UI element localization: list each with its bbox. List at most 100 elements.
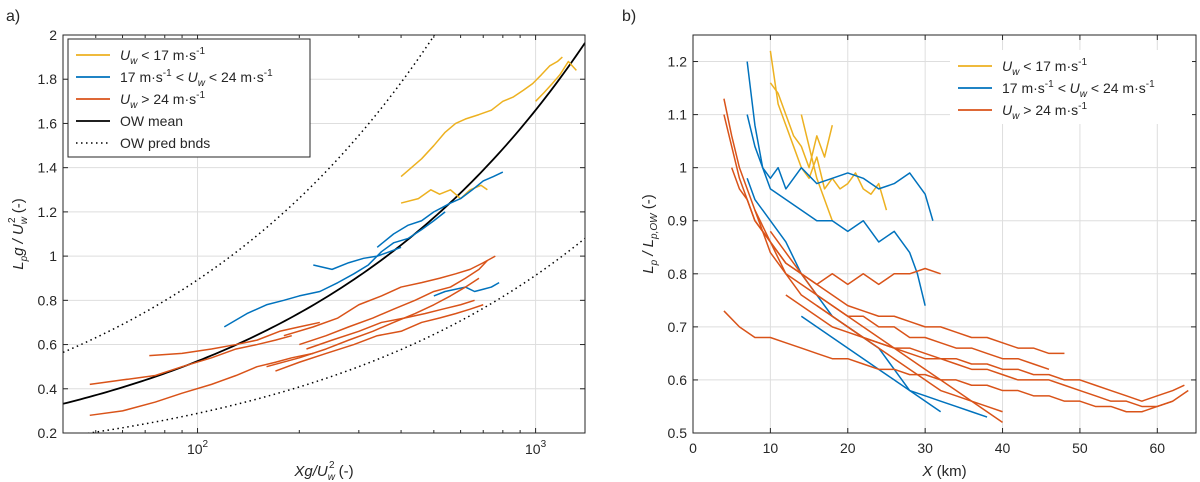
y-tick-label: 0.7	[668, 319, 688, 335]
series-line-high	[283, 255, 496, 337]
y-tick-label: 1.2	[38, 204, 58, 220]
y-axis: 0.2 0.4 0.6 0.8 1 1.2 1.4 1.6 1.8 2	[38, 27, 585, 441]
x-tick-label: 40	[995, 440, 1011, 456]
series-line-mid	[433, 281, 500, 297]
y-tick-label: 0.4	[38, 381, 58, 397]
series-line-mid	[746, 178, 942, 413]
ow-mean-line	[63, 42, 585, 405]
series-line-high	[769, 230, 1065, 355]
y-tick-label: 0.6	[668, 372, 688, 388]
legend-sup: -1	[1045, 79, 1054, 90]
legend-text: < 17 m·s	[137, 47, 196, 63]
x-label-sub: w	[328, 472, 336, 482]
legend-sup: -1	[196, 90, 205, 101]
panel-label: a)	[6, 8, 20, 25]
legend: Uw < 17 m·s-117 m·s-1 < Uw < 24 m·s-1Uw …	[67, 38, 311, 158]
legend-sup: -1	[264, 68, 273, 79]
legend-sub: w	[198, 78, 206, 89]
legend-sub: w	[1012, 111, 1020, 122]
series-line-mid	[746, 114, 926, 306]
series-line-low	[769, 82, 834, 169]
series-line-mid	[376, 171, 504, 248]
y-label-tail: (-)	[10, 198, 27, 217]
y-tick-label: 0.5	[668, 425, 688, 441]
x-label-main: X	[921, 463, 933, 480]
legend-sub: w	[130, 100, 138, 111]
series-line-high	[266, 277, 480, 368]
x-tick-label: 30	[917, 440, 933, 456]
x-tick-label: 50	[1072, 440, 1088, 456]
y-label-sub: p	[649, 259, 660, 266]
series-line-high	[730, 167, 941, 286]
x-tick-base: 10	[187, 441, 203, 457]
series-line-mid	[313, 246, 402, 271]
y-tick-label: 1	[49, 248, 57, 264]
series-line-high	[723, 114, 1003, 413]
y-label-sub: p,OW	[649, 212, 660, 240]
series-line-low	[800, 114, 833, 221]
legend-sup: -1	[1078, 101, 1087, 112]
x-tick-label: 60	[1150, 440, 1166, 456]
x-label-tail: (-)	[335, 463, 354, 480]
legend-text: U	[1002, 102, 1013, 118]
y-tick-label: 1.1	[668, 107, 688, 123]
y-tick-label: 0.8	[668, 266, 688, 282]
grid-lines	[692, 35, 1196, 434]
legend-label: Uw < 17 m·s-1	[120, 46, 205, 67]
legend-text: U	[120, 91, 131, 107]
series-line-high	[149, 321, 320, 357]
legend-text: OW pred bnds	[120, 135, 210, 151]
series-line-high	[299, 260, 488, 346]
y-tick-label: 1	[679, 160, 687, 176]
y-tick-label: 1.4	[38, 160, 58, 176]
x-tick-exponent: 2	[203, 439, 209, 450]
series-line-low	[769, 50, 888, 211]
x-tick-label: 102	[187, 439, 209, 457]
legend-sup: -1	[196, 46, 205, 57]
x-tick-base: 10	[525, 441, 541, 457]
panel-b: 0.5 0.6 0.7 0.8 0.9 1 1.1 1.2 0 10 20 30 40 50 60 X (km…	[622, 8, 1197, 480]
y-label-tail: (-)	[640, 194, 657, 213]
legend-text: < U	[172, 69, 199, 85]
y-tick-label: 2	[49, 27, 57, 43]
series-line-high	[754, 209, 1050, 371]
y-tick-label: 0.2	[38, 425, 58, 441]
y-tick-label: 1.6	[38, 115, 58, 131]
series-line-low	[535, 60, 577, 102]
x-tick-label: 103	[525, 439, 547, 457]
legend: Uw < 17 m·s-117 m·s-1 < Uw < 24 m·s-1Uw …	[950, 50, 1192, 124]
legend-sup: -1	[1078, 57, 1087, 68]
y-axis-label: Lpg / Uw2 (-)	[7, 198, 30, 270]
plot-frame	[692, 34, 1197, 434]
y-tick-label: 1.8	[38, 71, 58, 87]
y-tick-label: 0.8	[38, 292, 58, 308]
y-tick-label: 1.2	[668, 54, 688, 70]
x-tick-label: 20	[840, 440, 856, 456]
legend-text: < 24 m·s	[1087, 80, 1146, 96]
x-label-tail: (km)	[932, 463, 966, 480]
legend-box	[950, 50, 1192, 124]
x-axis: 102 103	[62, 35, 547, 457]
legend-text: 17 m·s	[1002, 80, 1045, 96]
panel-label: b)	[622, 8, 636, 25]
legend-sub: w	[1012, 67, 1020, 78]
y-tick-label: 0.9	[668, 213, 688, 229]
plot-frame	[62, 34, 586, 434]
x-axis-label: Xg/Uw2 (-)	[293, 460, 353, 482]
legend-text: > 24 m·s	[1019, 102, 1078, 118]
legend-text: U	[120, 47, 131, 63]
x-axis-label: X (km)	[921, 463, 966, 480]
series-line-low	[400, 184, 488, 204]
legend-text: > 24 m·s	[137, 91, 196, 107]
legend-text: 17 m·s	[120, 69, 163, 85]
legend-sub: w	[1080, 89, 1088, 100]
legend-text: < U	[1054, 80, 1081, 96]
series-line-high	[275, 304, 484, 372]
series-line-high	[785, 294, 1185, 402]
legend-sup: -1	[1146, 79, 1155, 90]
y-label-sub: w	[19, 216, 30, 224]
series-group	[63, 35, 585, 433]
series-line-mid	[746, 61, 934, 221]
legend-sup: -1	[163, 68, 172, 79]
